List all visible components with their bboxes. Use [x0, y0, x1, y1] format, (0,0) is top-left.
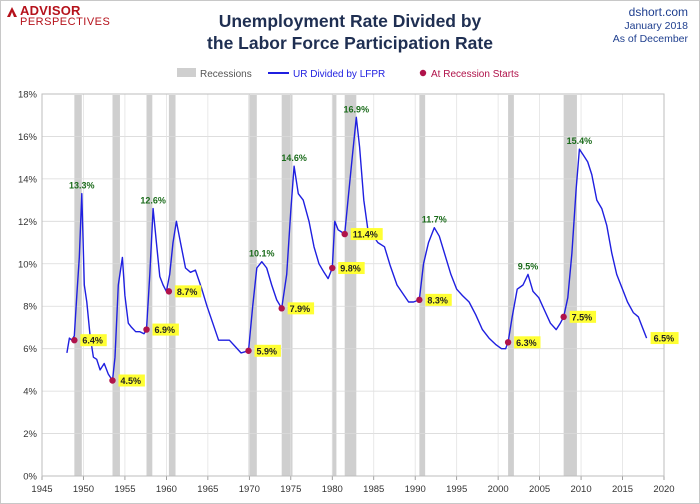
y-tick-label: 18% — [18, 90, 38, 101]
recession-band — [563, 95, 577, 476]
peak-label: 14.6% — [281, 153, 307, 163]
recession-start-label-bg — [174, 285, 202, 298]
x-tick-label: 1960 — [156, 484, 177, 495]
recession-start-marker — [560, 313, 567, 321]
recession-start-label: 9.8% — [340, 264, 361, 274]
recession-start-marker — [71, 336, 78, 344]
recession-start-marker — [416, 296, 423, 304]
x-tick-label: 1985 — [363, 484, 384, 495]
peak-label: 9.5% — [518, 261, 539, 271]
legend-label-line: UR Divided by LFPR — [293, 69, 385, 80]
x-tick-label: 2015 — [612, 484, 633, 495]
peak-label: 11.7% — [422, 215, 447, 225]
recession-start-marker — [278, 305, 285, 312]
recession-start-marker — [143, 326, 150, 333]
logo-mark-icon — [7, 7, 17, 17]
peak-label: 12.6% — [140, 196, 166, 206]
recession-band — [112, 95, 120, 476]
x-tick-label: 1945 — [31, 484, 52, 495]
y-tick-label: 6% — [23, 344, 37, 355]
recession-start-label: 6.9% — [154, 325, 175, 335]
recession-start-label: 6.4% — [82, 336, 103, 346]
recession-start-marker — [329, 264, 336, 272]
source-asof: As of December — [612, 33, 688, 45]
chart-title: Unemployment Rate Divided by the Labor F… — [170, 10, 530, 54]
x-tick-label: 1990 — [405, 484, 426, 495]
recession-band — [508, 95, 514, 476]
recession-start-marker — [341, 230, 348, 238]
x-tick-label: 2005 — [529, 484, 550, 495]
peak-label: 10.1% — [249, 249, 275, 259]
source-site: dshort.com — [628, 5, 688, 19]
legend-swatch-recessions — [177, 68, 196, 77]
recession-start-label-bg — [338, 262, 365, 275]
y-tick-label: 14% — [18, 174, 38, 185]
recession-start-label: 7.9% — [290, 304, 311, 314]
series-line — [66, 116, 648, 382]
recession-start-label: 6.3% — [516, 338, 537, 348]
legend-label-recessions: Recessions — [200, 69, 252, 80]
recession-band — [344, 95, 357, 476]
legend-swatch-marker — [419, 69, 427, 77]
recession-start-label-bg — [350, 228, 383, 241]
recession-band — [419, 95, 426, 476]
recession-start-label-bg — [514, 336, 541, 349]
legend-label-marker: At Recession Starts — [431, 69, 519, 80]
y-tick-label: 2% — [23, 429, 37, 440]
recession-start-marker — [165, 288, 173, 295]
x-tick-label: 1965 — [197, 484, 218, 495]
x-tick-label: 2020 — [653, 484, 674, 495]
chart-title-line2: the Labor Force Participation Rate — [207, 33, 493, 53]
recession-start-label-bg — [80, 334, 107, 347]
recession-start-label: 8.3% — [427, 295, 448, 305]
advisor-perspectives-logo: ADVISOR PERSPECTIVES — [6, 4, 110, 28]
recession-start-label-bg — [287, 302, 315, 315]
x-tick-label: 1950 — [73, 484, 94, 495]
x-tick-label: 1955 — [114, 484, 135, 495]
recession-start-label: 8.7% — [177, 287, 198, 297]
y-tick-label: 8% — [23, 302, 37, 313]
y-tick-label: 12% — [18, 217, 38, 228]
x-tick-label: 2010 — [570, 484, 591, 495]
recession-start-label-bg — [569, 310, 597, 323]
recession-start-marker — [245, 347, 252, 354]
logo-top-text: ADVISOR — [20, 3, 81, 18]
plot-border — [41, 93, 665, 477]
source-block: dshort.com January 2018 As of December — [612, 5, 688, 47]
recession-start-label-bg — [152, 323, 179, 336]
recession-band — [168, 95, 176, 476]
y-tick-label: 16% — [18, 132, 38, 143]
x-tick-label: 1995 — [446, 484, 467, 495]
x-tick-label: 1970 — [239, 484, 260, 495]
recession-start-label-bg — [425, 293, 452, 306]
peak-label: 16.9% — [344, 104, 370, 114]
recession-band — [332, 95, 337, 476]
recession-start-marker — [504, 339, 512, 346]
recession-start-label-bg — [254, 344, 281, 357]
recession-band — [248, 95, 257, 476]
x-tick-label: 1975 — [280, 484, 301, 495]
source-date: January 2018 — [624, 19, 688, 32]
latest-label: 6.5% — [654, 334, 675, 344]
recession-start-label: 4.5% — [120, 376, 141, 386]
y-tick-label: 0% — [23, 472, 37, 483]
recession-start-label: 5.9% — [257, 346, 278, 356]
recession-start-marker — [109, 377, 116, 384]
latest-label-bg — [650, 332, 679, 345]
recession-start-label: 7.5% — [572, 312, 593, 322]
x-tick-label: 1980 — [322, 484, 343, 495]
x-tick-label: 2000 — [488, 484, 509, 495]
recession-band — [281, 95, 293, 476]
peak-label: 13.3% — [69, 181, 95, 191]
peak-label: 15.4% — [567, 136, 593, 146]
recession-start-label: 11.4% — [353, 230, 378, 240]
y-tick-label: 10% — [18, 259, 38, 270]
y-tick-label: 4% — [23, 387, 37, 398]
chart-title-line1: Unemployment Rate Divided by — [218, 11, 482, 31]
recession-start-label-bg — [118, 374, 145, 387]
logo-bottom-text: PERSPECTIVES — [20, 16, 111, 28]
